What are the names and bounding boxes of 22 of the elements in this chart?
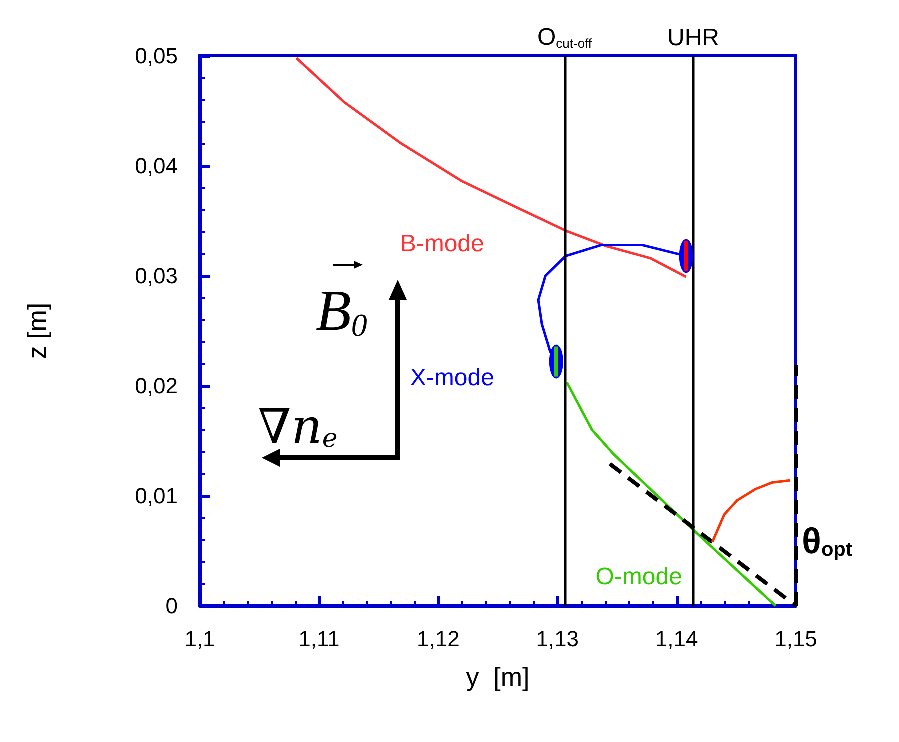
ref-line-label: UHR bbox=[667, 24, 720, 52]
y-axis-title: z [m] bbox=[22, 302, 52, 360]
annotation: B0 bbox=[316, 278, 368, 343]
y-tick-label: 0,02 bbox=[135, 374, 178, 398]
x-tick-label: 1,1 bbox=[184, 626, 216, 652]
y-tick-label: 0,03 bbox=[135, 264, 178, 288]
x-tick-label: 1,14 bbox=[655, 626, 698, 652]
x-tick-label: 1,15 bbox=[774, 626, 818, 652]
y-tick-label: 0,04 bbox=[135, 154, 178, 178]
y-tick-label: 0,01 bbox=[135, 484, 178, 508]
series-label: O-mode bbox=[596, 564, 682, 590]
series-label: B-mode bbox=[400, 230, 484, 258]
x-axis-title: y [m] bbox=[466, 662, 530, 692]
text: θopt bbox=[802, 520, 853, 562]
ref-line-label: Ocut-off bbox=[537, 24, 592, 51]
text: X-mode bbox=[410, 364, 494, 392]
x-tick-label: 1,11 bbox=[298, 626, 340, 652]
annotation: ∇ne bbox=[258, 399, 338, 455]
y-tick-label: 0 bbox=[166, 594, 178, 618]
x-tick-label: 1,12 bbox=[416, 626, 460, 652]
x-tick-label: 1,13 bbox=[536, 626, 580, 652]
y-tick-label: 0,05 bbox=[135, 44, 178, 68]
